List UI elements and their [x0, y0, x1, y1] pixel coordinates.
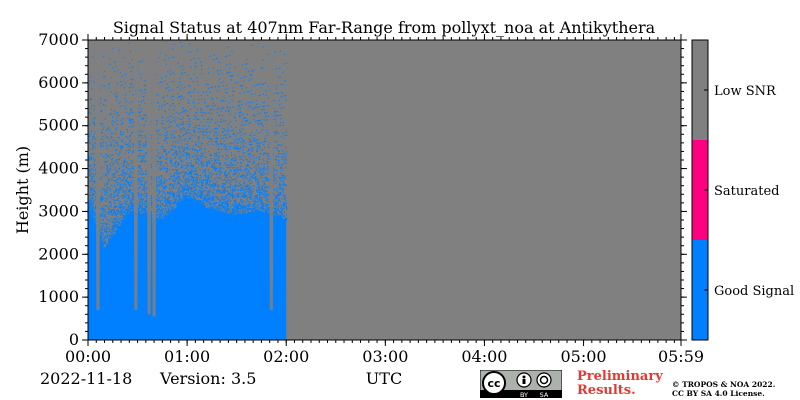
x-tick-label: 03:00 [362, 347, 408, 366]
x-tick-label: 00:00 [65, 347, 111, 366]
x-tick-label: 02:00 [263, 347, 309, 366]
y-tick-label: 1000 [38, 287, 79, 306]
y-axis: 0 1000 2000 3000 4000 5000 6000 7000 [38, 30, 687, 349]
x-axis: 00:00 01:00 02:00 03:00 04:00 05:00 05:59 [65, 34, 704, 366]
low-snr-column [268, 40, 274, 310]
y-tick-label: 2000 [38, 244, 79, 263]
y-tick-label: 0 [69, 330, 79, 349]
colorbar-frame [691, 39, 709, 341]
cc-license-logo: cc BY SA [480, 370, 562, 398]
preliminary-line-2: Results. [577, 383, 636, 398]
y-tick-label: 5000 [38, 116, 79, 135]
low-snr-column [95, 40, 101, 310]
x-tick-label: 04:00 [461, 347, 507, 366]
y-tick-label: 7000 [38, 30, 79, 49]
version-label: Version: 3.5 [160, 369, 257, 388]
plot-frame [87, 39, 682, 341]
colorbar-label: Low SNR [714, 84, 777, 99]
copyright-line-2: CC BY SA 4.0 License. [672, 389, 765, 398]
date-label: 2022-11-18 [40, 369, 133, 388]
low-snr-column [133, 40, 139, 310]
y-tick-label: 4000 [38, 159, 79, 178]
copyright-line-1: © TROPOS & NOA 2022. [672, 380, 776, 389]
copyright-notice: © TROPOS & NOA 2022. CC BY SA 4.0 Licens… [672, 380, 775, 398]
y-tick-label: 6000 [38, 73, 79, 92]
plot-area [87, 39, 682, 341]
colorbar-segment [692, 40, 708, 140]
x-axis-label: UTC [366, 369, 402, 388]
colorbar-label: Saturated [714, 184, 779, 199]
colorbar-label: Good Signal [714, 284, 794, 299]
sa-icon [536, 372, 552, 388]
cc-logo-text: cc [487, 377, 500, 390]
preliminary-line-1: Preliminary [577, 369, 663, 384]
preliminary-results-label: Preliminary Results. [577, 370, 663, 398]
x-tick-label: 05:59 [658, 347, 704, 366]
chart-title: Signal Status at 407nm Far-Range from po… [113, 18, 656, 37]
sa-text: SA [540, 391, 549, 398]
colorbar-segment [692, 240, 708, 340]
colorbar-segment [692, 140, 708, 240]
colorbar-legend: Good Signal Saturated Low SNR [691, 39, 794, 341]
y-axis-label: Height (m) [13, 146, 32, 234]
low-snr-column [151, 40, 157, 317]
y-tick-label: 3000 [38, 201, 79, 220]
x-tick-label: 05:00 [560, 347, 606, 366]
low-snr-column [146, 40, 152, 315]
x-tick-label: 01:00 [164, 347, 210, 366]
by-text: BY [520, 391, 528, 398]
